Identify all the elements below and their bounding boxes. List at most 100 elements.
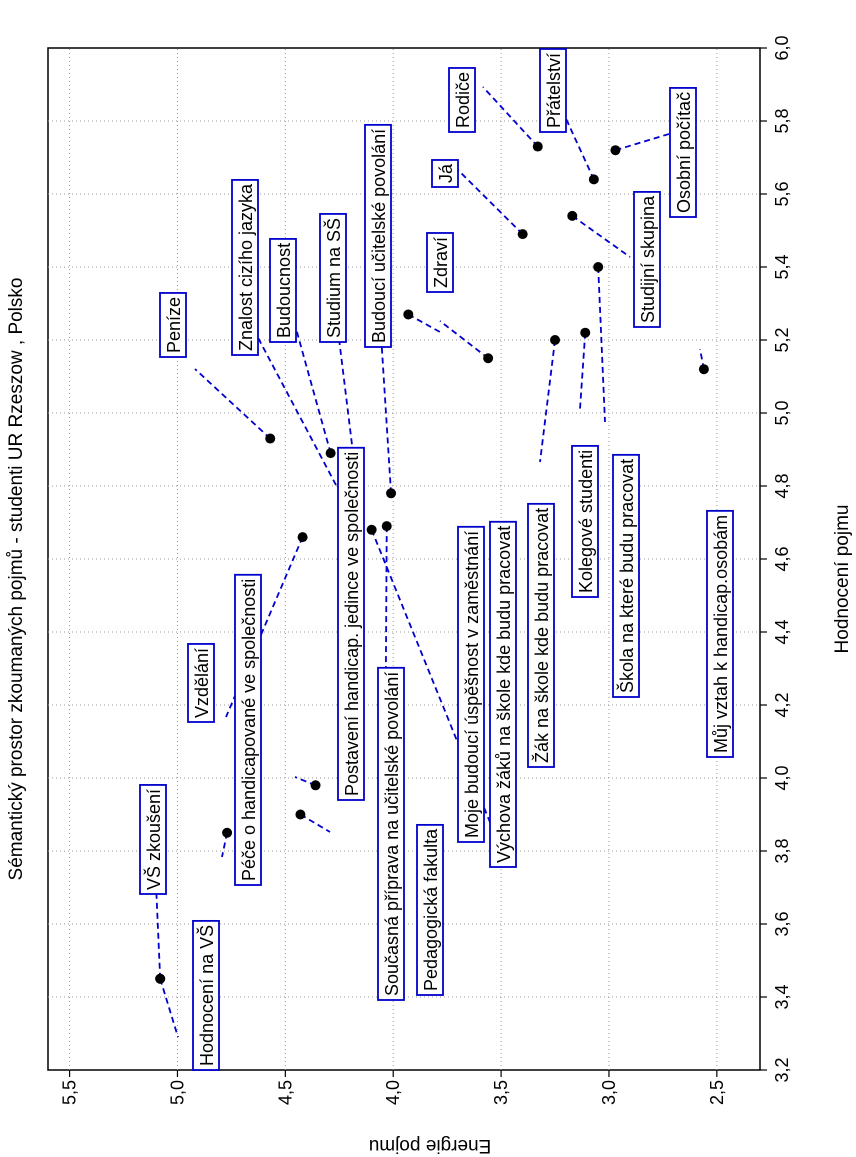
data-point (403, 309, 414, 320)
x-tick-label: 3,2 (772, 1057, 792, 1082)
y-tick-label: 5,0 (167, 1080, 187, 1105)
y-tick-label: 2,5 (707, 1080, 727, 1105)
data-point (155, 973, 166, 984)
data-label: Osobní počítač (669, 87, 697, 218)
data-label: Já (431, 159, 459, 188)
label-leader-line (482, 86, 539, 148)
data-label-text: Studijní skupina (638, 195, 658, 323)
data-label-text: Budoucí učitelské povolání (369, 129, 389, 343)
data-label: Péče o handicapované ve společnosti (234, 573, 262, 886)
data-label-box (489, 520, 517, 868)
label-leader-line (407, 313, 441, 333)
data-label: Hodnocení na VŠ (192, 919, 220, 1071)
data-label: Současná příprava na učitelské povolání (377, 666, 405, 1001)
data-label-box (669, 87, 697, 218)
x-tick-label: 5,6 (772, 181, 792, 206)
label-leader-line (579, 332, 587, 410)
data-label-box (231, 179, 259, 356)
data-label: Moje budoucí úspěšnost v zaměstnání (457, 525, 485, 843)
y-tick-label: 4,0 (383, 1080, 403, 1105)
data-label: Studium na SŠ (319, 213, 347, 343)
x-tick-label: 5,8 (772, 108, 792, 133)
data-point (532, 141, 543, 152)
data-point (550, 335, 561, 345)
label-leader-line (335, 313, 356, 465)
data-label: Přátelství (539, 48, 567, 133)
data-label: Peníze (159, 292, 187, 358)
data-point (593, 262, 604, 272)
label-leader-line (289, 306, 332, 454)
data-label-text: Výchova žáků na škole kde budu pracovat (494, 526, 514, 863)
data-label-text: Zdraví (431, 237, 451, 288)
data-point (698, 364, 709, 375)
data-label-text: VŠ zkoušení (143, 789, 164, 890)
y-tick-label: 3,0 (599, 1080, 619, 1105)
data-label-text: Znalost cizího jazyka (236, 183, 256, 351)
data-point (366, 524, 377, 535)
data-label-text: Moje budoucí úspěšnost v zaměstnání (462, 531, 482, 838)
data-point (483, 353, 494, 364)
data-label: VŠ zkoušení (139, 784, 167, 895)
x-tick-label: 4,0 (772, 765, 792, 790)
data-label-box (539, 48, 567, 133)
data-point (381, 521, 392, 532)
x-tick-label: 4,6 (772, 546, 792, 571)
x-tick-label: 3,4 (772, 984, 792, 1009)
data-label-box (426, 232, 454, 293)
data-label-box (364, 123, 392, 348)
data-label-text: Žák na škole kde budu pracovat (532, 508, 552, 763)
label-leader-line (615, 126, 693, 152)
data-point (222, 827, 233, 838)
label-leader-line (454, 166, 524, 235)
data-label-text: Rodiče (453, 72, 473, 128)
y-tick-label: 4,5 (275, 1080, 295, 1105)
label-leader-line (539, 61, 595, 180)
data-label-text: Postavení handicap. jedince ve společnos… (342, 452, 362, 796)
data-label-box (527, 502, 555, 768)
data-label-text: Současná příprava na učitelské povolání (382, 672, 402, 996)
data-label-box (457, 525, 485, 843)
x-tick-label: 5,2 (772, 327, 792, 352)
data-label-box (612, 453, 640, 698)
label-leader-line (155, 883, 162, 979)
y-tick-label: 5,5 (60, 1080, 80, 1105)
data-labels: Hodnocení na VŠ VŠ zkoušení Péče o handica… (139, 48, 734, 1071)
data-point (580, 327, 591, 338)
data-label-box (633, 191, 661, 328)
data-label-text: Hodnocení na VŠ (196, 925, 217, 1066)
label-leader-line (254, 331, 351, 512)
data-label: Můj vztah k handicap.osobám (706, 509, 734, 758)
data-label-text: Já (436, 163, 456, 183)
data-label-box (187, 643, 215, 723)
x-tick-label: 5,4 (772, 254, 792, 279)
x-tick-label: 5,0 (772, 400, 792, 425)
data-point (297, 532, 308, 543)
data-label-text: Škola na které budu pracovat (616, 459, 637, 693)
data-label-box (706, 509, 734, 758)
data-label: Škola na které budu pracovat (612, 453, 640, 698)
data-label: Znalost cizího jazyka (231, 179, 259, 356)
y-axis-title: Energie pojmu (369, 1135, 492, 1156)
data-point (310, 780, 321, 791)
x-tick-label: 4,8 (772, 473, 792, 498)
data-label-text: Peníze (164, 297, 184, 353)
data-points (155, 141, 709, 984)
data-label-text: Osobní počítač (674, 92, 694, 213)
data-label: Budoucnost (269, 238, 297, 343)
data-label-text: Přátelství (544, 53, 564, 128)
data-label-box (269, 238, 297, 343)
label-leader-line (194, 368, 271, 440)
data-point (517, 229, 528, 240)
y-tick-label: 3,5 (491, 1080, 511, 1105)
data-point (295, 809, 306, 820)
data-label-box (431, 159, 459, 188)
data-label: Vzdělání (187, 643, 215, 723)
x-tick-label: 3,8 (772, 838, 792, 863)
label-leader-line (539, 339, 556, 463)
data-label: Postavení handicap. jedince ve společnos… (337, 446, 365, 801)
label-leader-line (159, 978, 179, 1038)
label-leader-line (299, 813, 331, 833)
x-tick-label: 4,4 (772, 619, 792, 644)
label-leader-line (571, 215, 631, 258)
